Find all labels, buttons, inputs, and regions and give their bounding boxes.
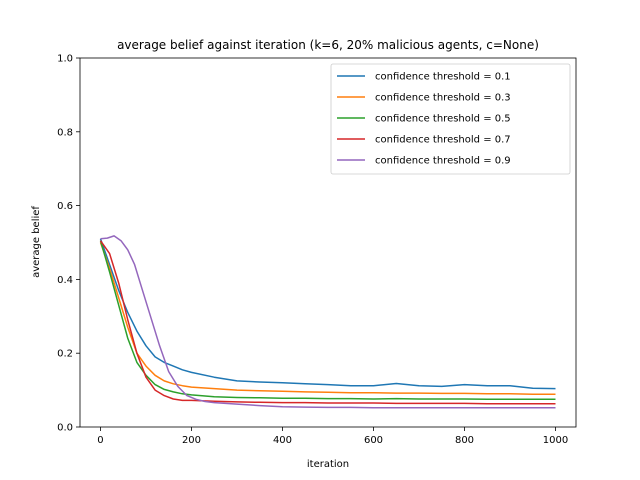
x-tick-label: 1000 — [543, 435, 568, 446]
y-tick-label: 0.6 — [57, 201, 73, 212]
series-line-4 — [99, 240, 556, 405]
x-axis-ticks: 0 200 400 600 800 1000 — [97, 427, 568, 446]
x-tick-label: 600 — [364, 435, 383, 446]
legend-entry-2: confidence threshold = 0.3 — [375, 93, 511, 104]
chart-title: average belief against iteration (k=6, 2… — [117, 38, 539, 52]
y-axis-label: average belief — [31, 206, 42, 278]
legend-entry-4: confidence threshold = 0.7 — [375, 135, 511, 146]
axes-frame — [79, 57, 577, 428]
x-tick-label: 400 — [273, 435, 292, 446]
x-tick-label: 200 — [182, 435, 201, 446]
legend-entry-5: confidence threshold = 0.9 — [375, 156, 511, 167]
y-tick-label: 0.8 — [57, 127, 73, 138]
legend-entry-3: confidence threshold = 0.5 — [375, 114, 511, 125]
y-tick-label: 0.0 — [57, 423, 73, 434]
series-line-2 — [99, 242, 556, 395]
legend-entry-1: confidence threshold = 0.1 — [375, 72, 511, 83]
series-line-3 — [99, 240, 556, 401]
legend-box — [330, 63, 571, 175]
x-tick-label: 0 — [97, 435, 103, 446]
x-axis-label: iteration — [307, 459, 349, 470]
x-tick-label: 800 — [455, 435, 474, 446]
y-tick-label: 1.0 — [57, 54, 73, 65]
plot-area — [79, 57, 577, 428]
series-line-5 — [100, 235, 556, 409]
y-axis-ticks: 0.0 0.2 0.4 0.6 0.8 1.0 — [57, 54, 80, 434]
legend: confidence threshold = 0.1 confidence thr… — [330, 63, 571, 175]
y-tick-label: 0.2 — [57, 349, 73, 360]
y-tick-label: 0.4 — [57, 275, 73, 286]
series-line-1 — [99, 238, 556, 390]
